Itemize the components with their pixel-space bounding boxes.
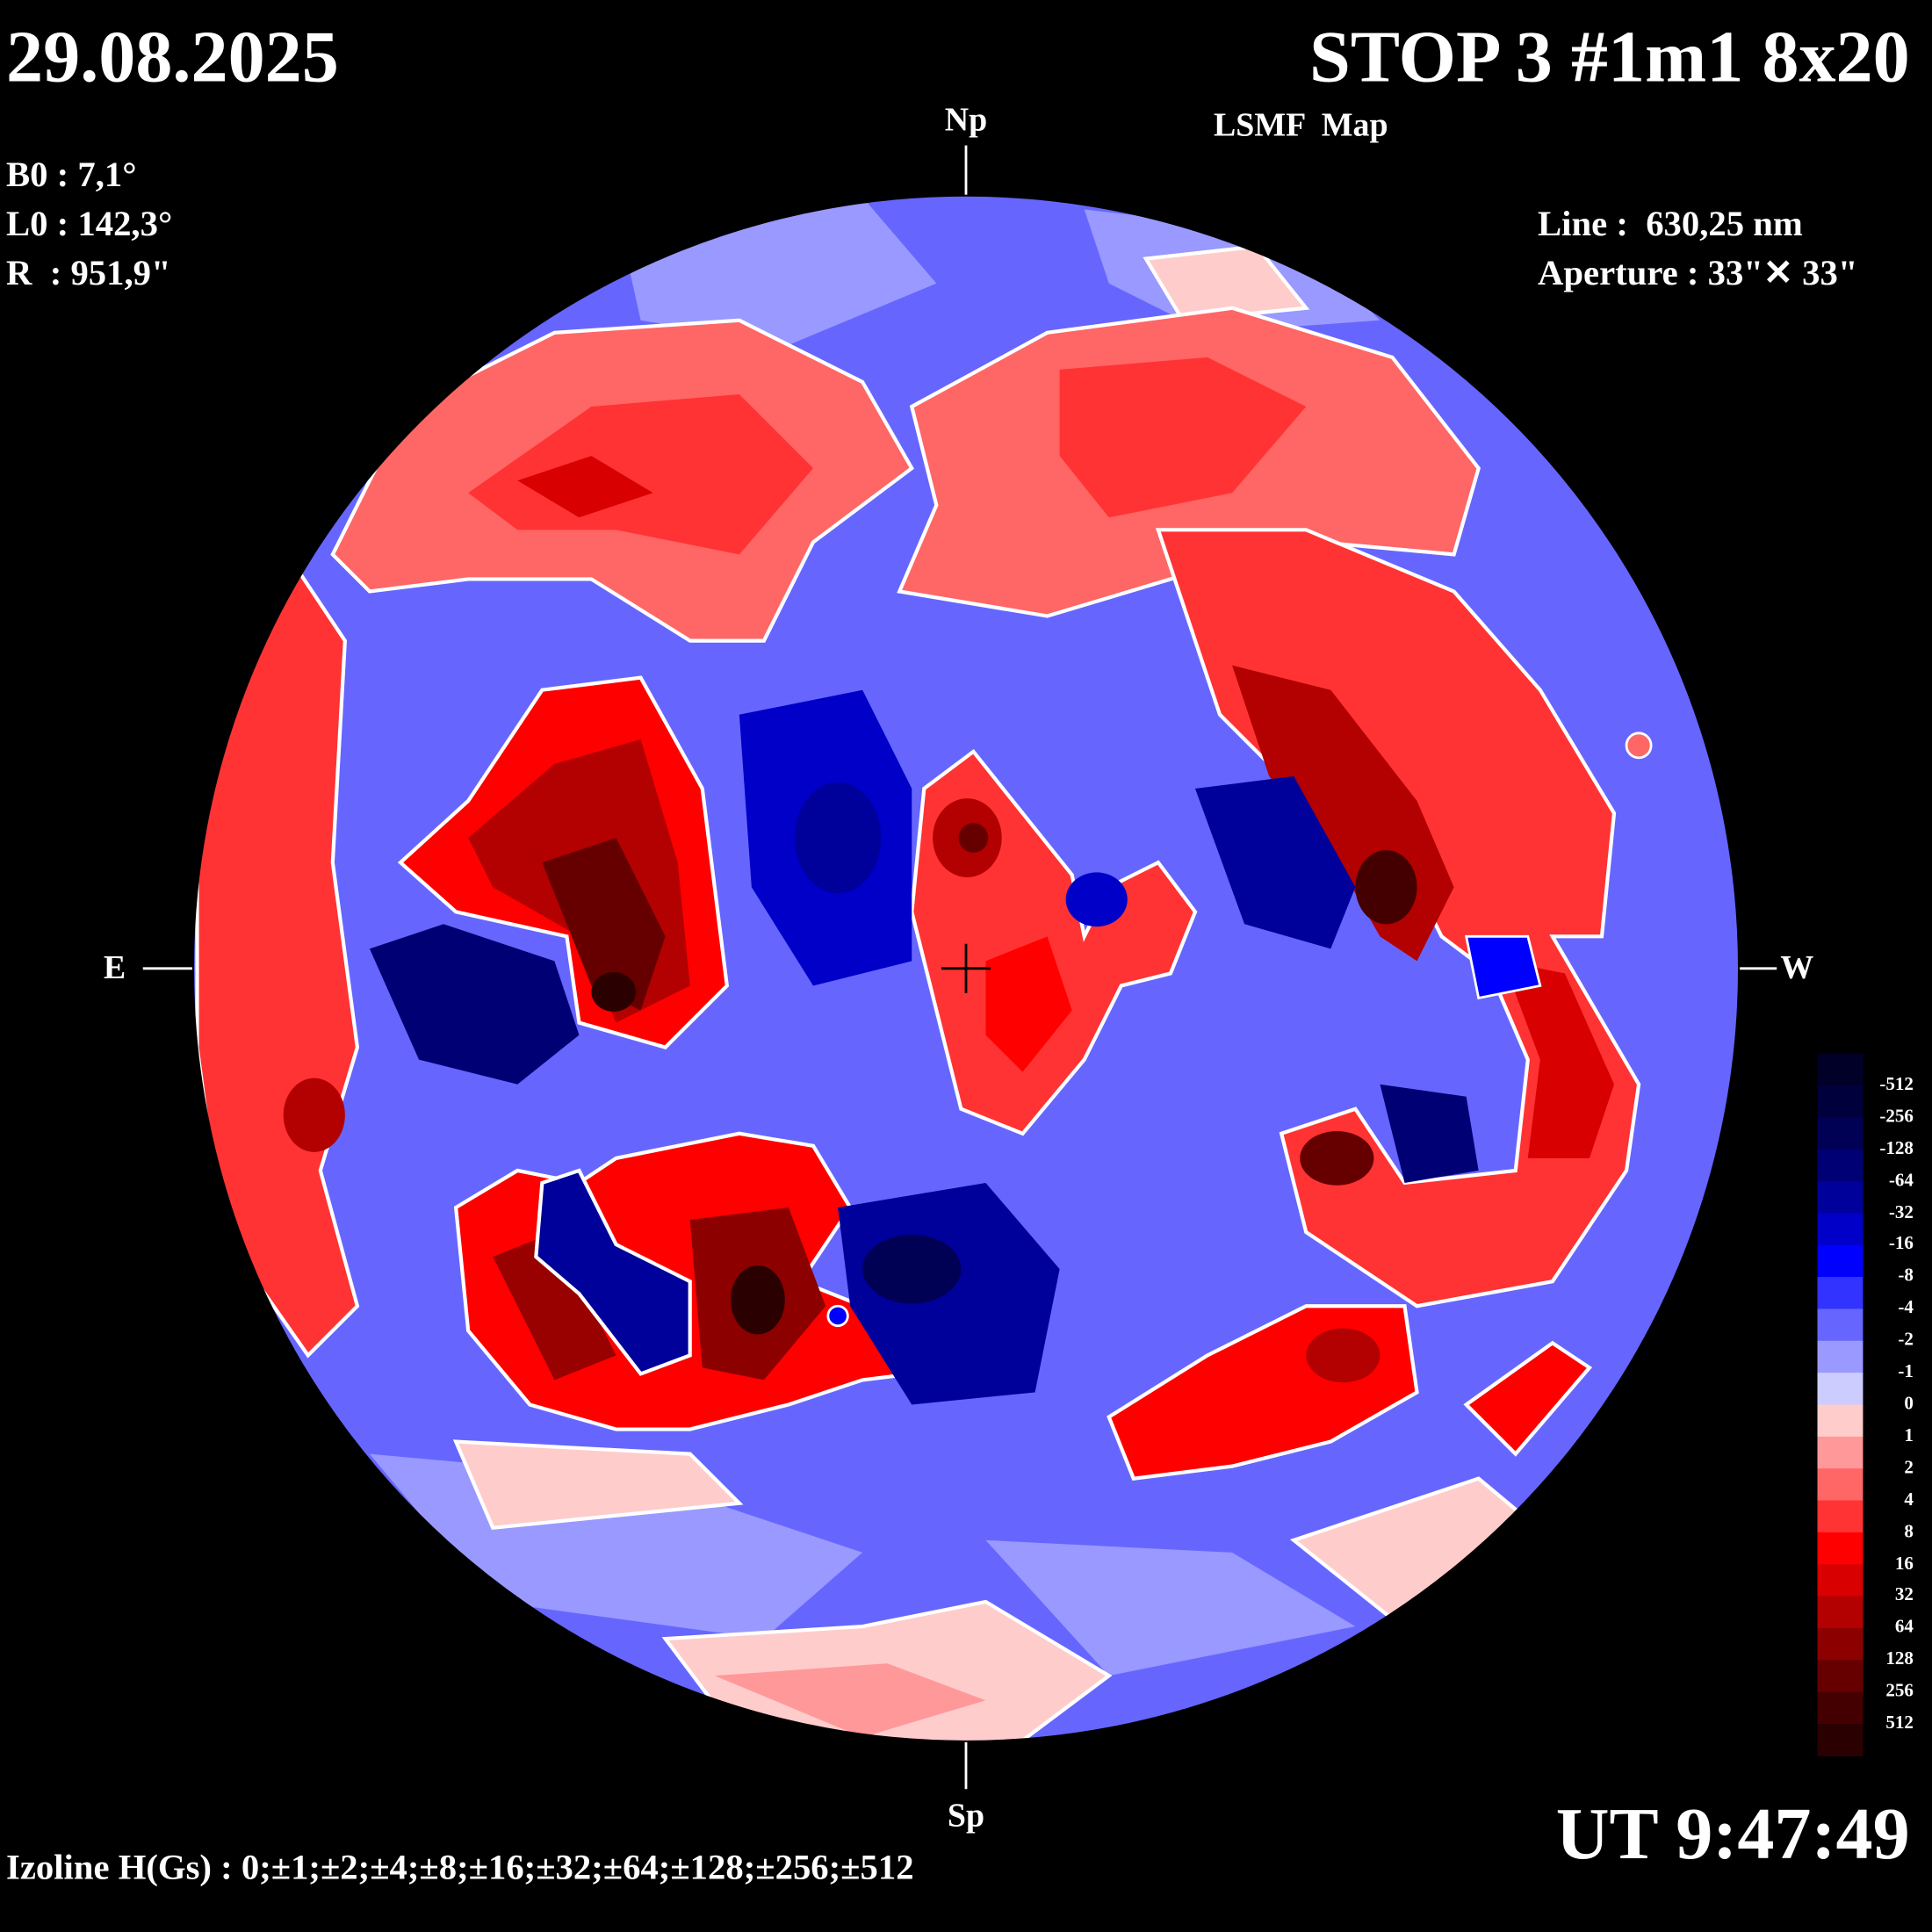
- colorbar-tick-label: -512: [1879, 1075, 1914, 1095]
- east-label: E: [103, 948, 126, 986]
- colorbar-tick-label: 0: [1904, 1394, 1914, 1415]
- colorbar-band: [1817, 1468, 1864, 1502]
- date: 29.08.2025: [6, 16, 339, 97]
- colorbar-band: [1817, 1244, 1864, 1278]
- colorbar-band: [1817, 1373, 1864, 1406]
- observation-title: STOP 3 #1m1 8x20: [1309, 16, 1910, 97]
- colorbar-tick-label: -128: [1879, 1138, 1914, 1159]
- colorbar-tick-label: -8: [1898, 1266, 1914, 1287]
- colorbar: [1817, 1053, 1864, 1757]
- colorbar-tick-label: 4: [1904, 1489, 1914, 1510]
- isoline-legend: Izoline H(Gs) : 0;±1;±2;±4;±8;±16;±32;±6…: [6, 1848, 914, 1888]
- b0-value: B0 : 7,1°: [6, 155, 137, 195]
- colorbar-band: [1817, 1308, 1864, 1342]
- colorbar-band: [1817, 1691, 1864, 1725]
- colorbar-band: [1817, 1181, 1864, 1215]
- spectral-line: Line : 630,25 nm: [1538, 204, 1803, 244]
- colorbar-tick-label: 64: [1894, 1618, 1914, 1638]
- magnetic-field-contours: [193, 196, 1739, 1741]
- colorbar-band: [1817, 1660, 1864, 1693]
- colorbar-tick-label: -32: [1888, 1202, 1914, 1222]
- north-pole-label: Np: [944, 101, 988, 139]
- colorbar-band: [1817, 1340, 1864, 1373]
- radius-value: R : 951,9": [6, 254, 171, 293]
- colorbar-band: [1817, 1117, 1864, 1150]
- south-pole-label: Sp: [947, 1796, 985, 1834]
- colorbar-tick-label: 2: [1904, 1458, 1914, 1478]
- colorbar-band: [1817, 1596, 1864, 1629]
- colorbar-band: [1817, 1085, 1864, 1119]
- center-crosshair-icon: [941, 943, 991, 993]
- colorbar-tick-label: 512: [1885, 1713, 1914, 1734]
- ut-time: UT 9:47:49: [1555, 1792, 1910, 1875]
- l0-value: L0 : 142,3°: [6, 204, 173, 244]
- west-label: W: [1780, 948, 1814, 986]
- colorbar-band: [1817, 1564, 1864, 1597]
- aperture: Aperture : 33"✕ 33": [1538, 254, 1858, 293]
- colorbar-band: [1817, 1436, 1864, 1469]
- colorbar-band: [1817, 1500, 1864, 1533]
- negative-polarity-cores: [369, 689, 1542, 1405]
- colorbar-band: [1817, 1532, 1864, 1565]
- colorbar-tick-label: -16: [1888, 1234, 1914, 1255]
- colorbar-tick-label: -4: [1898, 1298, 1914, 1318]
- colorbar-tick-label: 128: [1885, 1649, 1914, 1669]
- colorbar-tick-label: 1: [1904, 1425, 1914, 1446]
- colorbar-tick-label: -1: [1898, 1362, 1914, 1382]
- colorbar-band: [1817, 1053, 1864, 1086]
- colorbar-band: [1817, 1149, 1864, 1182]
- map-subtitle: LSMF Map: [1214, 105, 1388, 143]
- colorbar-tick-label: 16: [1894, 1554, 1914, 1574]
- colorbar-tick-label: -2: [1898, 1330, 1914, 1351]
- colorbar-tick-label: 8: [1904, 1521, 1914, 1542]
- colorbar-band: [1817, 1404, 1864, 1438]
- colorbar-tick-label: 32: [1894, 1585, 1914, 1606]
- colorbar-tick-label: -64: [1888, 1171, 1914, 1191]
- orientation-ticks: [142, 145, 1777, 1790]
- colorbar-tick-label: 256: [1885, 1681, 1914, 1702]
- positive-polarity-regions: [195, 306, 1653, 1481]
- colorbar-band: [1817, 1627, 1864, 1662]
- colorbar-band: [1817, 1724, 1864, 1757]
- colorbar-tick-label: -256: [1879, 1107, 1914, 1127]
- colorbar-band: [1817, 1213, 1864, 1246]
- colorbar-band: [1817, 1277, 1864, 1310]
